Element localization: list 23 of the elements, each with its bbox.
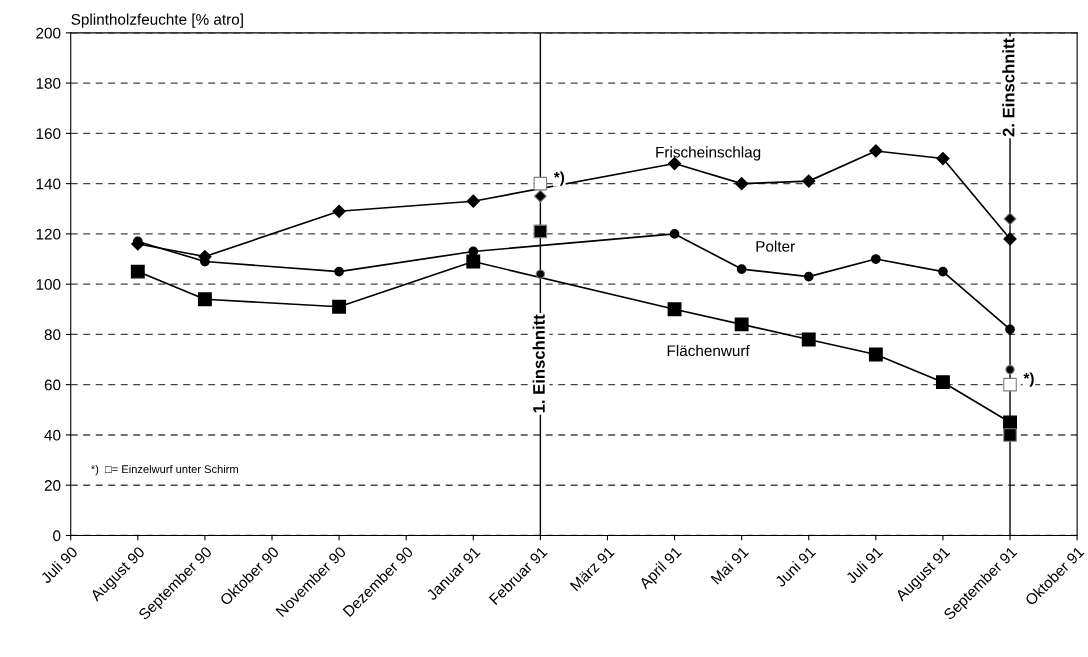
y-tick-label: 200 [36,27,61,39]
ref-line-label: 1. Einschnitt [532,314,545,413]
series-label: Polter [756,240,795,252]
y-tick-label: 80 [44,329,61,341]
y-tick-label: 180 [36,77,61,89]
y-tick-label: 160 [36,128,61,140]
y-tick-label: 140 [36,178,61,190]
y-tick-label: 20 [44,480,61,491]
y-tick-label: 100 [36,279,61,290]
y-tick-label: 40 [44,429,61,441]
x-tick-label: Juli 90 [39,545,79,585]
x-tick-label: Mai 91 [710,545,750,585]
ref-line-label: 2. Einschnitt [1002,38,1015,137]
y-axis-title: Splintholzfeuchte [% atro] [71,13,243,28]
annotation: *) [553,171,565,186]
y-tick-label: 120 [36,228,61,240]
annotation: *) □= Einzelwurf unter Schirm [91,464,238,476]
y-tick-label: 60 [44,379,61,391]
annotation: *) [1023,372,1034,387]
y-tick-label: 0 [53,530,61,542]
series-label: Flächenwurf [667,344,750,357]
x-tick-label: Juli 91 [844,545,884,585]
series-label: Frischeinschlag [656,146,761,161]
